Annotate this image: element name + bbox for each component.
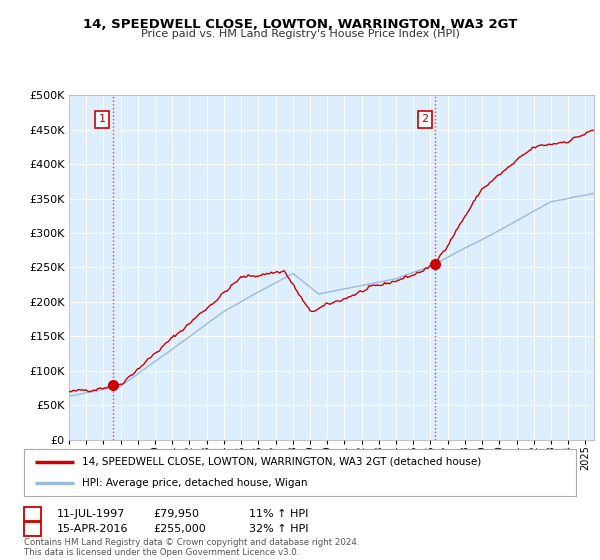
Text: 11-JUL-1997: 11-JUL-1997 [57,508,125,519]
Text: 2: 2 [29,524,36,534]
Text: 15-APR-2016: 15-APR-2016 [57,524,128,534]
Text: 11% ↑ HPI: 11% ↑ HPI [249,508,308,519]
Text: 1: 1 [99,114,106,124]
Text: £255,000: £255,000 [153,524,206,534]
Text: 2: 2 [422,114,429,124]
Text: £79,950: £79,950 [153,508,199,519]
Text: 14, SPEEDWELL CLOSE, LOWTON, WARRINGTON, WA3 2GT: 14, SPEEDWELL CLOSE, LOWTON, WARRINGTON,… [83,18,517,31]
Text: 32% ↑ HPI: 32% ↑ HPI [249,524,308,534]
Text: 1: 1 [29,508,36,519]
Text: 14, SPEEDWELL CLOSE, LOWTON, WARRINGTON, WA3 2GT (detached house): 14, SPEEDWELL CLOSE, LOWTON, WARRINGTON,… [82,456,481,466]
Text: HPI: Average price, detached house, Wigan: HPI: Average price, detached house, Wiga… [82,478,307,488]
Text: Price paid vs. HM Land Registry's House Price Index (HPI): Price paid vs. HM Land Registry's House … [140,29,460,39]
Text: Contains HM Land Registry data © Crown copyright and database right 2024.
This d: Contains HM Land Registry data © Crown c… [24,538,359,557]
